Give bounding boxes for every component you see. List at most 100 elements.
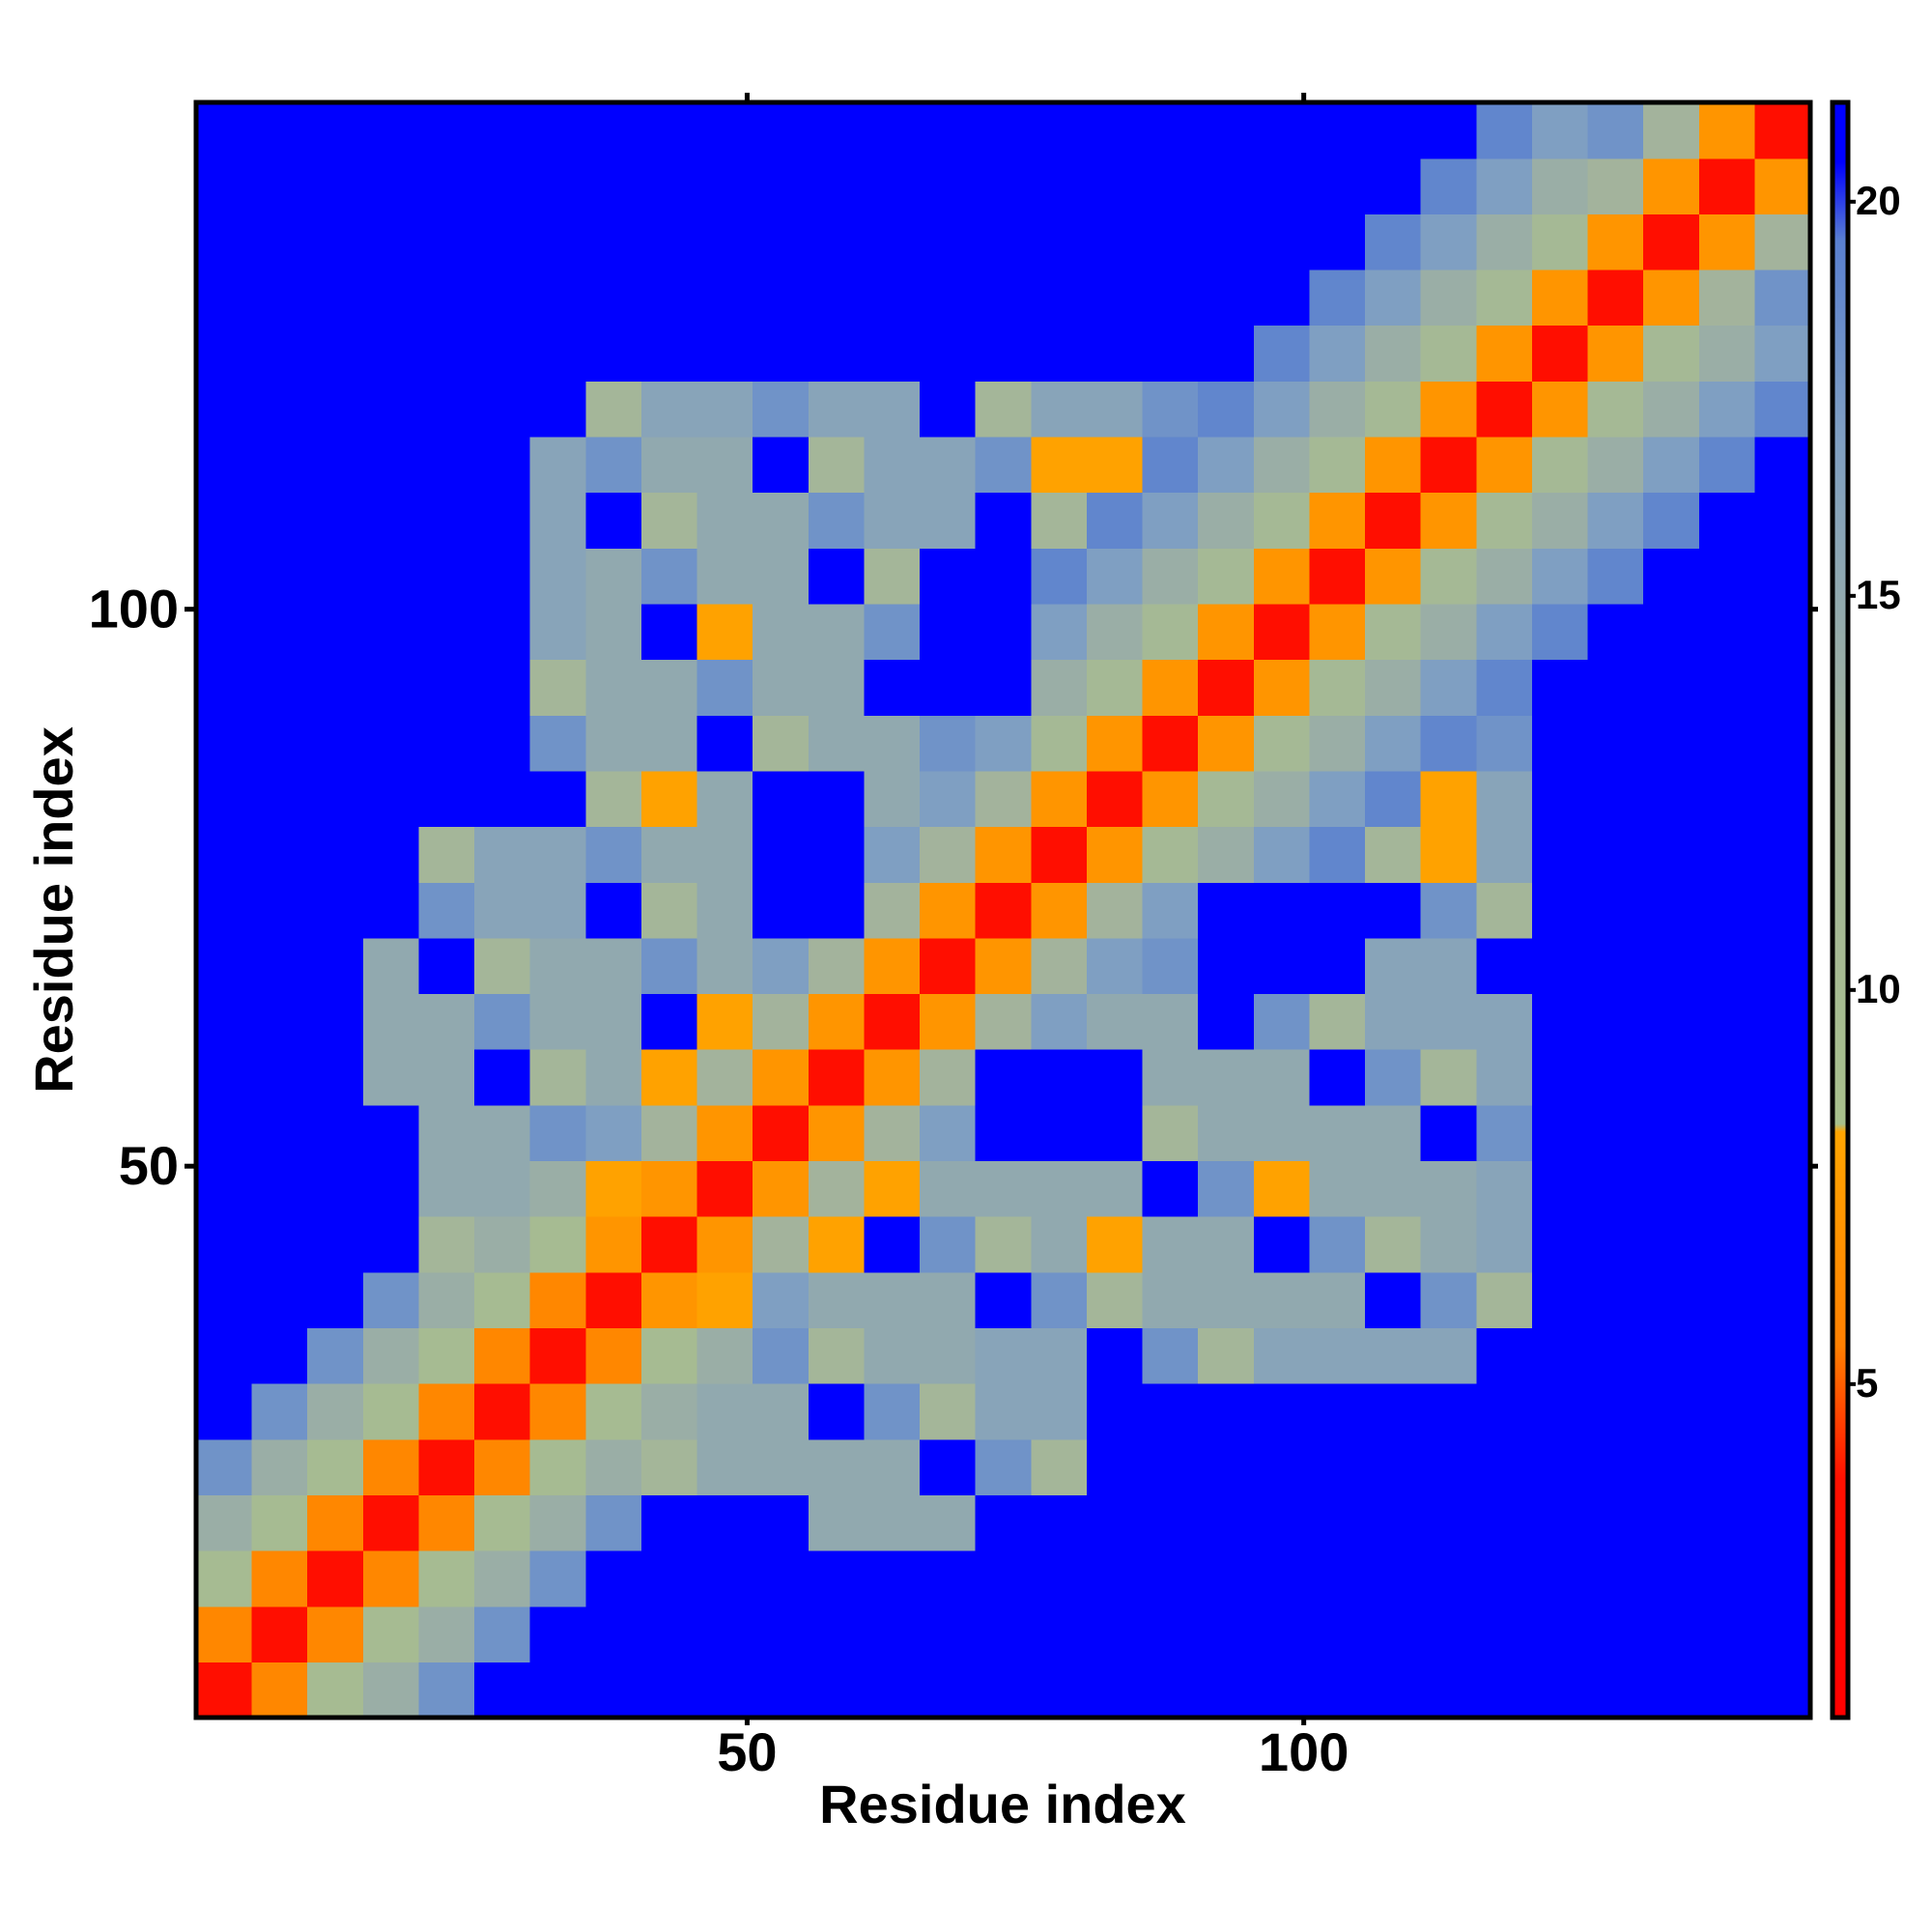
heatmap-cell (474, 1662, 531, 1719)
heatmap-cell (1420, 937, 1477, 995)
heatmap-cell (1698, 1104, 1755, 1162)
heatmap-cell (585, 770, 642, 828)
heatmap-cell (362, 993, 420, 1050)
heatmap-cell (196, 1216, 253, 1273)
heatmap-cell (362, 436, 420, 494)
heatmap-cell (474, 436, 531, 494)
heatmap-cell (1476, 1494, 1533, 1551)
heatmap-cell (1309, 325, 1366, 382)
heatmap-cell (585, 1550, 642, 1607)
heatmap-cell (808, 436, 866, 494)
heatmap-cell (529, 548, 586, 605)
heatmap-cell (1309, 269, 1366, 327)
heatmap-cell (1365, 102, 1422, 159)
heatmap-cell (307, 1605, 364, 1662)
heatmap-cell (1198, 882, 1255, 939)
heatmap-cell (640, 102, 698, 159)
heatmap-cell (474, 1049, 531, 1106)
heatmap-cell (1142, 937, 1199, 995)
heatmap-cell (1031, 325, 1088, 382)
heatmap-cell (585, 1049, 642, 1106)
heatmap-cell (975, 1216, 1032, 1273)
heatmap-cell (474, 1216, 531, 1273)
heatmap-cell (1698, 381, 1755, 438)
heatmap-cell (1031, 213, 1088, 270)
heatmap-cell (753, 269, 810, 327)
heatmap-cell (1031, 993, 1088, 1050)
heatmap-cell (1476, 213, 1533, 270)
heatmap-cell (1643, 882, 1700, 939)
heatmap-cell (1587, 882, 1644, 939)
heatmap-cell (640, 1104, 698, 1162)
heatmap-cell (1531, 213, 1589, 270)
heatmap-cell (585, 102, 642, 159)
heatmap-cell (418, 1160, 475, 1217)
heatmap-cell (474, 1104, 531, 1162)
heatmap-cell (1031, 436, 1088, 494)
heatmap-cell (1476, 1216, 1533, 1273)
heatmap-cell (1476, 1160, 1533, 1217)
heatmap-cell (696, 1494, 753, 1551)
heatmap-cell (418, 826, 475, 883)
heatmap-cell (196, 1605, 253, 1662)
heatmap-cell (640, 603, 698, 661)
heatmap-cell (1587, 102, 1644, 159)
heatmap-cell (1142, 1216, 1199, 1273)
heatmap-cell (640, 436, 698, 494)
heatmap-cell (251, 770, 308, 828)
heatmap-cell (585, 492, 642, 549)
x-axis-title: Residue index (819, 1774, 1186, 1834)
heatmap-cell (251, 882, 308, 939)
heatmap-cell (474, 770, 531, 828)
heatmap-cell (1420, 1494, 1477, 1551)
heatmap-cell (1587, 1327, 1644, 1384)
heatmap-cell (696, 1104, 753, 1162)
heatmap-cell (251, 157, 308, 214)
heatmap-cell (474, 1327, 531, 1384)
heatmap-cell (1365, 436, 1422, 494)
heatmap-cell (1531, 770, 1589, 828)
heatmap-cell (251, 1104, 308, 1162)
heatmap-cell (1198, 715, 1255, 772)
heatmap-cell (585, 213, 642, 270)
heatmap-cell (1420, 1049, 1477, 1106)
heatmap-cell (696, 1049, 753, 1106)
heatmap-cell (1198, 1605, 1255, 1662)
heatmap-cell (1643, 659, 1700, 716)
heatmap-cell (1142, 1438, 1199, 1495)
heatmap-cell (1587, 1216, 1644, 1273)
heatmap-cell (864, 381, 921, 438)
heatmap-cell (1365, 659, 1422, 716)
heatmap-cell (1198, 937, 1255, 995)
heatmap-cell (1253, 1605, 1311, 1662)
heatmap-cell (251, 1605, 308, 1662)
heatmap-cell (1198, 1271, 1255, 1329)
heatmap-cell (529, 993, 586, 1050)
heatmap-cell (307, 157, 364, 214)
colorbar (1830, 99, 1851, 1720)
heatmap-cell (640, 381, 698, 438)
heatmap-cell (362, 937, 420, 995)
heatmap-cell (307, 1494, 364, 1551)
heatmap-cell (1198, 381, 1255, 438)
heatmap-cell (808, 102, 866, 159)
heatmap-cell (1587, 1662, 1644, 1719)
heatmap-cell (1253, 213, 1311, 270)
heatmap-cell (1142, 1605, 1199, 1662)
heatmap-cell (1031, 1104, 1088, 1162)
heatmap-cell (585, 1438, 642, 1495)
heatmap-cell (640, 1494, 698, 1551)
heatmap-cell (1643, 1383, 1700, 1440)
heatmap-cell (474, 213, 531, 270)
heatmap-cell (640, 1550, 698, 1607)
heatmap-cell (1420, 325, 1477, 382)
heatmap-cell (1198, 1104, 1255, 1162)
heatmap-cell (1365, 381, 1422, 438)
heatmap-cell (1086, 993, 1144, 1050)
heatmap-cell (1643, 1438, 1700, 1495)
heatmap-cell (1086, 325, 1144, 382)
heatmap-cell (585, 1216, 642, 1273)
heatmap-cell (753, 659, 810, 716)
heatmap-cell (1587, 436, 1644, 494)
heatmap-cell (251, 1216, 308, 1273)
